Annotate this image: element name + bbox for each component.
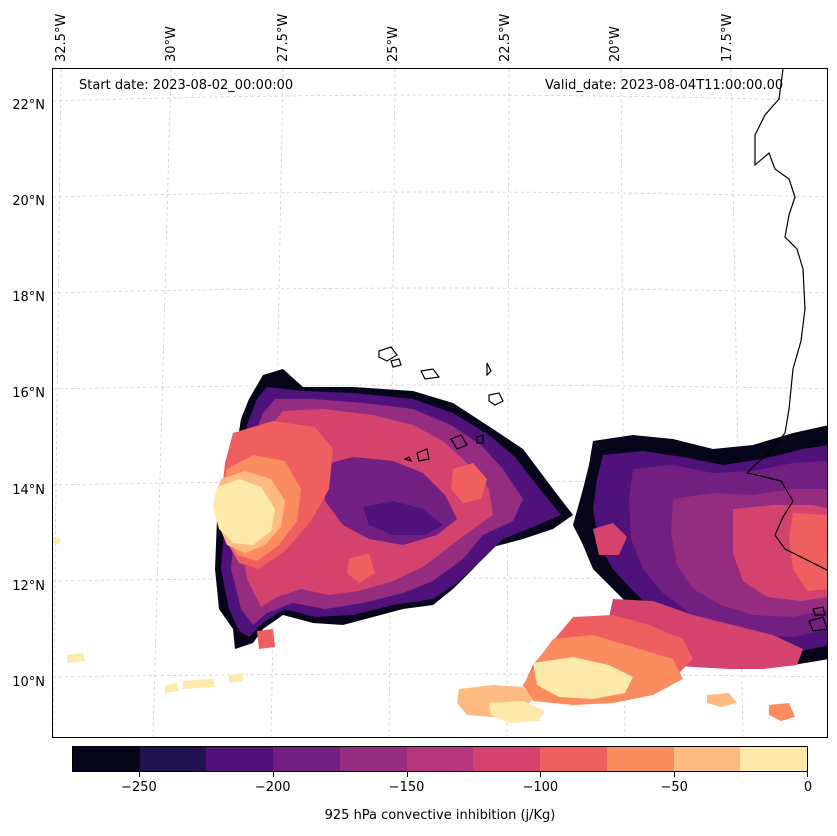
- colorbar-tick-label: −50: [660, 780, 688, 795]
- island-10: [808, 616, 827, 632]
- lon-label-22-5w: 22.5°W: [498, 13, 513, 62]
- cin-contour-south-yellow: [533, 657, 633, 699]
- island-2: [390, 358, 402, 368]
- lon-label-30w: 30°W: [164, 26, 179, 62]
- valid-date-label: Valid_date: 2023-08-04T11:00:00.00: [545, 78, 784, 93]
- lon-label-20w: 20°W: [608, 26, 623, 62]
- cin-speck-w3: [165, 683, 179, 693]
- colorbar-tick: [674, 772, 676, 777]
- lat-label-12n: 12°N: [12, 579, 45, 594]
- cin-contour-west-hotspot: [451, 463, 487, 503]
- colorbar-segment: [473, 747, 541, 771]
- colorbar-segment: [740, 747, 808, 771]
- colorbar-tick-label: −200: [254, 780, 291, 795]
- coastlines: [378, 69, 827, 632]
- africa-coastline: [745, 69, 827, 571]
- colorbar-tick-label: −250: [121, 780, 157, 795]
- map-canvas: [53, 69, 827, 737]
- cin-contour-south-speck1: [769, 703, 795, 721]
- colorbar-segment: [406, 747, 474, 771]
- map-panel[interactable]: [52, 68, 828, 738]
- island-1: [378, 346, 398, 362]
- island-8: [476, 434, 484, 444]
- colorbar-tick-label: 0: [803, 780, 813, 795]
- lat-label-22n: 22°N: [12, 98, 45, 113]
- lon-label-27-5w: 27.5°W: [276, 13, 291, 62]
- colorbar-segment: [139, 747, 207, 771]
- lat-label-14n: 14°N: [12, 483, 45, 498]
- colorbar-tick: [138, 772, 140, 777]
- cin-speck-w2: [67, 653, 85, 663]
- colorbar-title: 925 hPa convective inhibition (j/Kg): [324, 808, 556, 823]
- cin-contour-west-core2: [363, 501, 443, 535]
- colorbar-segment: [206, 747, 274, 771]
- island-9: [403, 456, 413, 463]
- colorbar-segment: [339, 747, 407, 771]
- start-date-label: Start date: 2023-08-02_00:00:00: [79, 78, 294, 93]
- cin-speck-w1: [257, 629, 275, 649]
- island-11: [812, 606, 826, 616]
- colorbar-segment: [673, 747, 741, 771]
- lon-label-32-5w: 32.5°W: [54, 13, 69, 62]
- lon-label-17-5w: 17.5°W: [720, 13, 735, 62]
- colorbar-tick-label: −100: [522, 780, 559, 795]
- colorbar-tick: [406, 772, 408, 777]
- cin-speck-w4: [183, 679, 215, 689]
- cin-contour-east-cell: [593, 523, 627, 555]
- lon-label-25w: 25°W: [386, 26, 401, 62]
- colorbar-segment: [540, 747, 607, 771]
- cin-speck-w6: [53, 537, 61, 545]
- island-6: [450, 434, 468, 450]
- colorbar-segment: [273, 747, 340, 771]
- colorbar-tick: [540, 772, 542, 777]
- island-7: [416, 448, 430, 462]
- cin-contour-west-hotspot2: [347, 553, 375, 583]
- cin-contour-west-yellow: [213, 479, 275, 545]
- island-5: [488, 392, 504, 406]
- island-4: [486, 362, 492, 377]
- lat-label-16n: 16°N: [12, 386, 45, 401]
- cin-contour-south-speck2: [707, 693, 737, 707]
- lat-label-18n: 18°N: [12, 290, 45, 305]
- island-3: [420, 368, 441, 380]
- cin-field: [53, 369, 827, 723]
- lat-label-20n: 20°N: [12, 194, 45, 209]
- colorbar: [72, 746, 808, 772]
- cin-speck-w5: [229, 673, 243, 683]
- colorbar-segment: [606, 747, 674, 771]
- colorbar-tick-label: −150: [388, 780, 425, 795]
- colorbar-tick: [807, 772, 808, 777]
- lat-label-10n: 10°N: [12, 675, 45, 690]
- colorbar-tick: [272, 772, 274, 777]
- cin-contour-east-orange: [789, 513, 827, 591]
- colorbar-segment: [73, 747, 140, 771]
- cin-contour-south-yellow2: [489, 701, 545, 723]
